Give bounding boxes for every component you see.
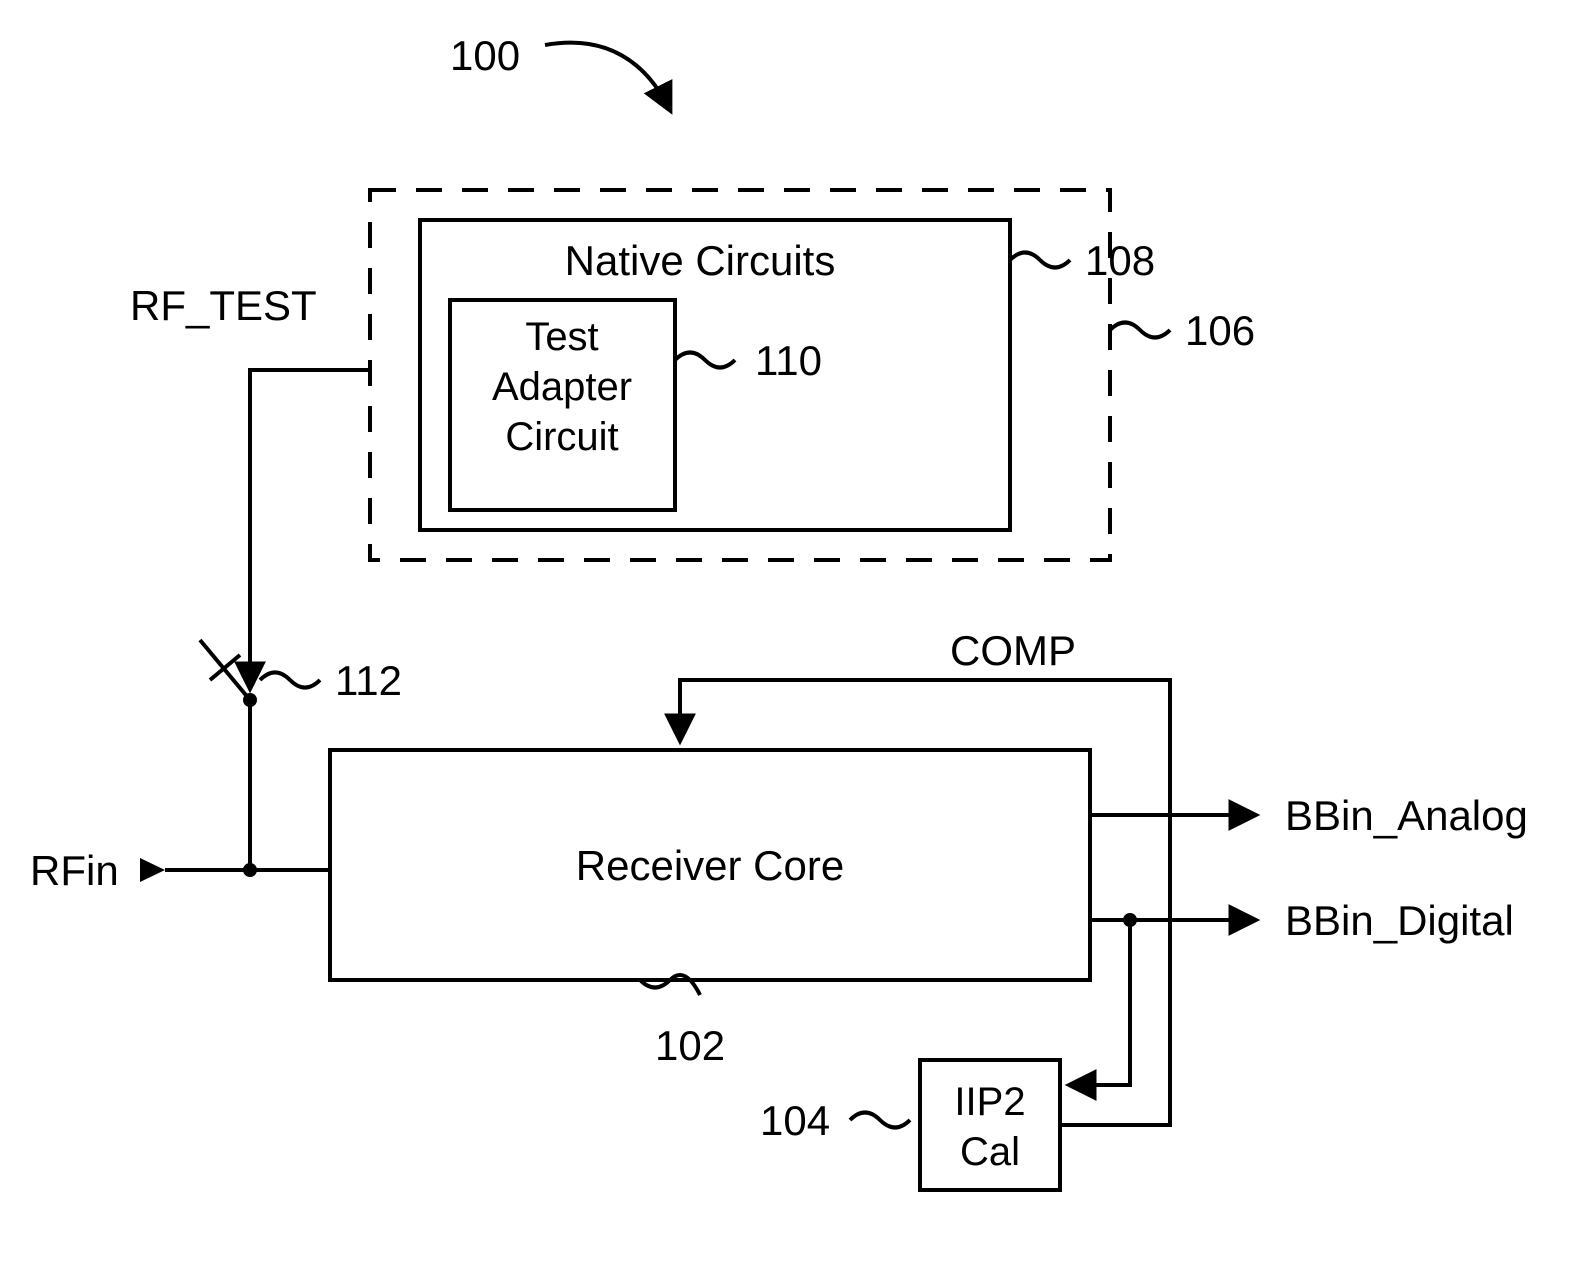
ref-112-label: 112 [335, 657, 402, 704]
bbin-digital-label: BBin_Digital [1285, 897, 1514, 944]
iip2-input-wire [1070, 920, 1130, 1085]
rfin-label: RFin [30, 847, 119, 894]
native-circuits-label: Native Circuits [565, 237, 836, 284]
test-adapter-l1: Test [525, 315, 598, 359]
figure-ref-label: 100 [450, 32, 520, 79]
block-diagram: 100 106 Native Circuits 108 Test Adapter… [0, 0, 1595, 1273]
ref-108-label: 108 [1085, 237, 1155, 284]
ref-110-label: 110 [755, 337, 822, 384]
test-adapter-l2: Adapter [492, 365, 632, 409]
ref-106-label: 106 [1185, 307, 1255, 354]
rfin-node [243, 863, 257, 877]
ref-108-leader [1010, 253, 1070, 268]
ref-112-leader [260, 673, 320, 688]
ref-110-leader [675, 353, 735, 368]
comp-label: COMP [950, 627, 1076, 674]
ref-104-label: 104 [760, 1097, 830, 1144]
bbin-analog-label: BBin_Analog [1285, 792, 1528, 839]
figure-ref-arrow [545, 43, 670, 110]
receiver-core-label: Receiver Core [576, 842, 844, 889]
iip2-l1: IIP2 [954, 1080, 1025, 1124]
iip2-l2: Cal [960, 1130, 1020, 1174]
test-adapter-l3: Circuit [505, 415, 618, 459]
ref-106-leader [1110, 323, 1170, 338]
rf-test-wire [250, 370, 370, 638]
ref-102-label: 102 [655, 1022, 725, 1069]
rf-test-label: RF_TEST [130, 282, 317, 329]
rfin-port-triangle [140, 858, 165, 882]
ref-104-leader [850, 1113, 910, 1128]
